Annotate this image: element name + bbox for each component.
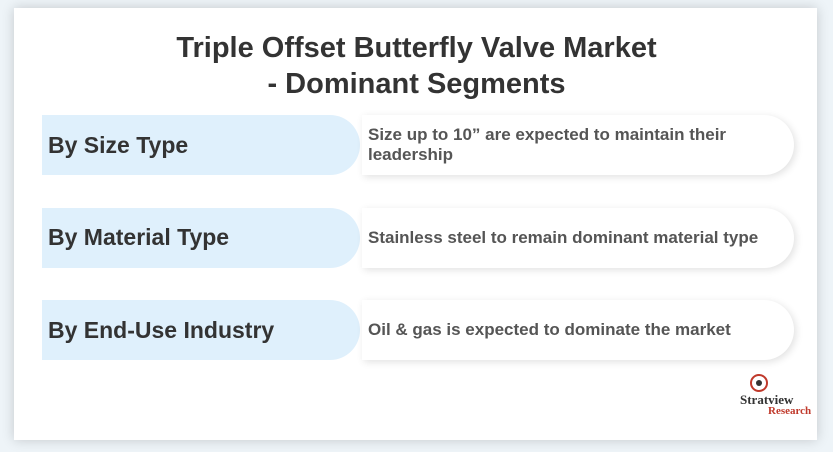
title-line: - Dominant Segments: [267, 68, 566, 100]
segment-text: Size up to 10” are expected to maintain …: [362, 115, 794, 175]
logo-name: Stratview: [740, 392, 794, 407]
segment-text-text: Size up to 10” are expected to maintain …: [368, 125, 727, 164]
segment-text-text: Stainless steel to remain dominant mater…: [368, 227, 759, 247]
segment-label-text: By Size Type: [48, 131, 189, 158]
segment-label-text: By End-Use Industry: [48, 316, 275, 343]
segment-label: By End-Use Industry: [42, 300, 360, 360]
logo-sub: Research: [768, 405, 812, 417]
segment-text: Stainless steel to remain dominant mater…: [362, 207, 794, 268]
segment-text: Oil & gas is expected to dominate the ma…: [362, 300, 794, 360]
segment-label: By Material Type: [42, 207, 360, 268]
segment-text-text: Oil & gas is expected to dominate the ma…: [368, 320, 731, 339]
logo-icon: [750, 374, 768, 392]
title-line: Triple Offset Butterfly Valve Market: [176, 32, 657, 64]
segment-label: By Size Type: [42, 115, 360, 175]
segment-label-text: By Material Type: [48, 224, 230, 250]
